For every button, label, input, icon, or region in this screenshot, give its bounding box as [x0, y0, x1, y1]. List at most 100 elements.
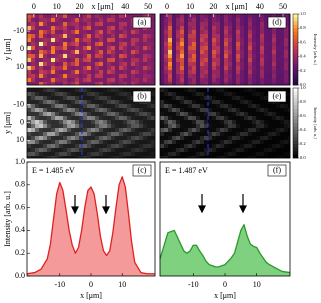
pixel — [47, 140, 52, 145]
colorbar-cell — [293, 24, 298, 29]
pixel — [115, 140, 120, 145]
pixel — [200, 132, 205, 137]
pixel — [111, 148, 116, 153]
pixel — [51, 78, 56, 83]
pixel — [172, 38, 177, 43]
pixel — [31, 96, 36, 101]
pixel — [188, 156, 193, 159]
pixel — [27, 92, 32, 97]
pixel — [95, 140, 100, 145]
pixel — [192, 112, 197, 117]
pixel — [143, 38, 148, 43]
pixel — [212, 148, 217, 153]
pixel — [51, 152, 56, 157]
pixel — [200, 38, 205, 43]
pixel — [236, 112, 241, 117]
pixel — [284, 132, 289, 137]
frame — [159, 87, 291, 159]
pixel — [224, 14, 229, 19]
pixel — [47, 120, 52, 125]
pixel — [51, 58, 56, 63]
pixel — [176, 92, 181, 97]
pixel — [204, 116, 209, 121]
pixel — [220, 148, 225, 153]
pixel — [43, 152, 48, 157]
pixel — [180, 62, 185, 67]
pixel — [268, 42, 273, 47]
pixel — [75, 148, 80, 153]
pixel — [184, 62, 189, 67]
pixel — [135, 88, 140, 93]
y-tick-label: 0 — [20, 117, 24, 126]
pixel — [55, 100, 60, 105]
pixel — [280, 30, 285, 35]
pixel — [224, 70, 229, 75]
pixel — [111, 108, 116, 113]
colorbar-cell — [293, 98, 298, 103]
pixel — [147, 42, 152, 47]
pixel — [131, 58, 136, 63]
pixel — [119, 34, 124, 39]
pixel — [252, 120, 257, 125]
pixel — [83, 116, 88, 121]
pixel — [147, 152, 152, 157]
pixel — [236, 140, 241, 145]
pixel — [27, 70, 32, 75]
pixel — [248, 82, 253, 86]
pixel — [192, 124, 197, 129]
pixel — [256, 92, 261, 97]
pixel — [196, 100, 201, 105]
pixel — [67, 58, 72, 63]
pixel — [123, 62, 128, 67]
pixel — [71, 92, 76, 97]
pixel — [208, 46, 213, 51]
pixel — [123, 42, 128, 47]
pixel — [63, 140, 68, 145]
pixel — [212, 88, 217, 93]
panel-label: (e) — [273, 92, 282, 101]
pixel — [55, 104, 60, 109]
pixel — [172, 96, 177, 101]
pixel — [139, 144, 144, 149]
pixel — [224, 116, 229, 121]
pixel — [268, 70, 273, 75]
pixel — [216, 104, 221, 109]
pixel — [139, 42, 144, 47]
pixel — [180, 112, 185, 117]
pixel — [248, 22, 253, 27]
pixel — [224, 92, 229, 97]
pixel — [83, 152, 88, 157]
pixel — [39, 70, 44, 75]
pixel — [168, 104, 173, 109]
pixel — [67, 92, 72, 97]
pixel — [83, 132, 88, 137]
pixel — [164, 62, 169, 67]
pixel — [212, 18, 217, 23]
pixel — [252, 50, 257, 55]
pixel — [151, 50, 156, 55]
pixel — [200, 92, 205, 97]
pixel — [143, 58, 148, 63]
pixel — [51, 124, 56, 129]
pixel — [232, 96, 237, 101]
pixel — [208, 112, 213, 117]
pixel — [228, 112, 233, 117]
pixel — [115, 100, 120, 105]
pixel — [244, 58, 249, 63]
pixel — [51, 88, 56, 93]
pixel — [59, 26, 64, 31]
pixel — [31, 136, 36, 141]
pixel — [256, 132, 261, 137]
pixel — [276, 132, 281, 137]
pixel — [63, 38, 68, 43]
pixel — [83, 50, 88, 55]
pixel — [107, 78, 112, 83]
pixel — [83, 66, 88, 71]
pixel — [87, 58, 92, 63]
pixel — [127, 144, 132, 149]
pixel — [47, 74, 52, 79]
pixel — [248, 58, 253, 63]
pixel — [99, 18, 104, 23]
pixel — [228, 140, 233, 145]
pixel — [240, 34, 245, 39]
